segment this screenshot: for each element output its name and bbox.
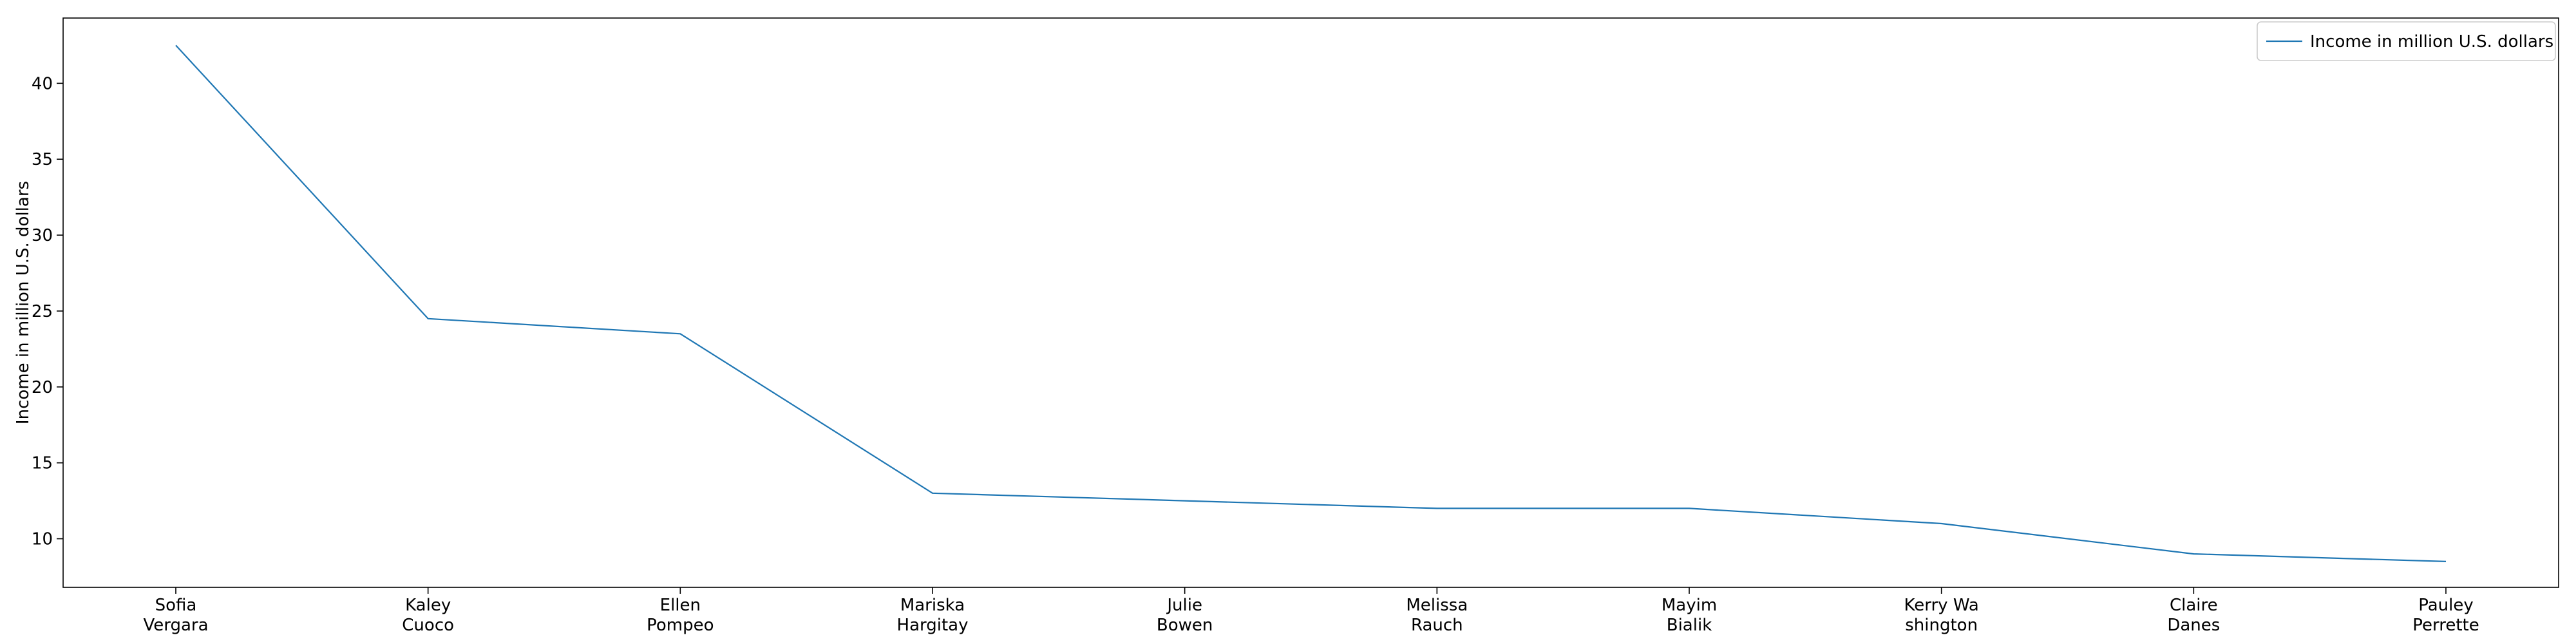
y-tick-label: 30 xyxy=(32,226,53,245)
legend-label: Income in million U.S. dollars xyxy=(2310,32,2553,52)
x-tick-label: Mariska Hargitay xyxy=(897,596,969,635)
y-tick-label: 40 xyxy=(32,74,53,93)
plot-frame xyxy=(62,17,2559,588)
x-tick-label: Pauley Perrette xyxy=(2412,596,2479,635)
x-tick-label: Melissa Rauch xyxy=(1406,596,1468,635)
x-tick-label: Kaley Cuoco xyxy=(402,596,454,635)
plot-area xyxy=(175,44,2447,562)
y-axis-label: Income in million U.S. dollars xyxy=(14,181,33,424)
y-tick-label: 35 xyxy=(32,150,53,169)
x-tick-label: Sofia Vergara xyxy=(143,596,208,635)
legend: Income in million U.S. dollars xyxy=(2257,21,2556,61)
y-tick-label: 25 xyxy=(32,302,53,321)
x-tick-label: Mayim Bialik xyxy=(1662,596,1717,635)
x-tick-label: Claire Danes xyxy=(2167,596,2220,635)
x-axis: Sofia Vergara Kaley Cuoco Ellen Pompeo Mariska… xyxy=(143,587,2479,635)
y-tick-label: 10 xyxy=(32,530,53,549)
x-tick-label: Kerry Wa shington xyxy=(1904,596,1979,635)
legend-box xyxy=(2257,21,2556,61)
x-tick-label: Julie Bowen xyxy=(1157,596,1213,635)
y-tick-label: 15 xyxy=(32,454,53,473)
y-tick-label: 20 xyxy=(32,378,53,397)
x-tick-label: Ellen Pompeo xyxy=(647,596,714,635)
y-axis: 10 15 20 25 30 35 40 xyxy=(32,74,63,549)
series-line xyxy=(175,44,2447,562)
